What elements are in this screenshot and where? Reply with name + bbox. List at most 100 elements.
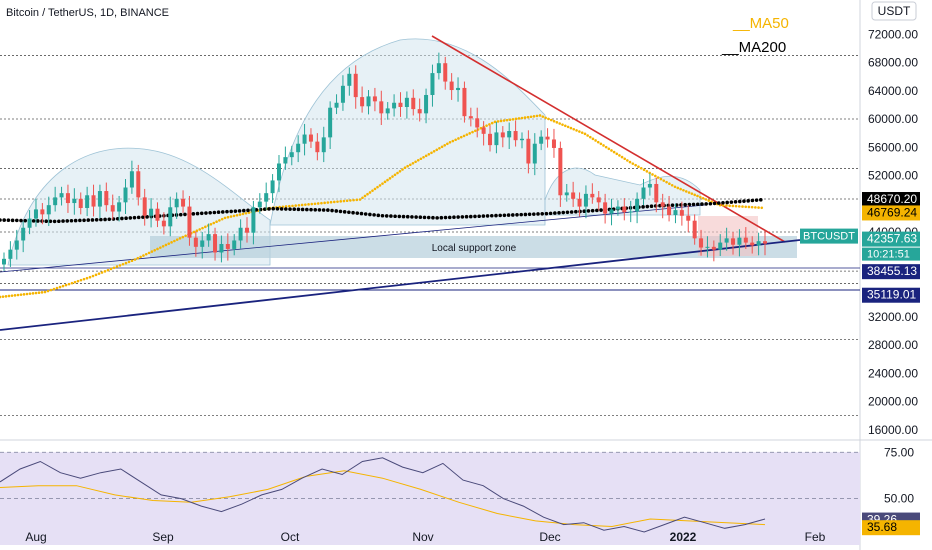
ma50-dot-176: [508, 118, 512, 122]
ma50-dot-37: [109, 267, 113, 271]
ma200-dot-95: [397, 214, 402, 219]
candle-116: [743, 237, 748, 243]
ma50-dot-105: [310, 202, 314, 206]
candle-19: [123, 187, 128, 203]
rsi-ma-line: [0, 470, 766, 528]
rsi-value-bg-1: [862, 520, 920, 536]
ma200-dot-119: [498, 213, 502, 218]
ma200-dot-96: [401, 214, 406, 219]
ma50-dot-6: [16, 293, 20, 297]
ma200-dot-180: [754, 198, 759, 202]
ma50-dot-244: [699, 195, 702, 199]
candle-5: [33, 209, 38, 219]
ma50-dot-46: [136, 256, 140, 260]
ma50-dot-19: [55, 286, 59, 290]
ma50-dot-114: [339, 200, 343, 203]
ma50-dot-218: [626, 159, 629, 162]
ma50-dot-140: [408, 163, 412, 167]
candle-70: [449, 81, 454, 91]
ma200-dot-131: [548, 211, 553, 216]
ma50-dot-117: [349, 199, 352, 202]
ma50-dot-40: [118, 264, 122, 267]
ma50-dot-66: [192, 230, 196, 234]
ma50-dot-102: [300, 203, 304, 207]
ma200-dot-91: [380, 213, 385, 218]
ma50-dot-252: [721, 204, 725, 207]
ma50-dot-193: [558, 122, 561, 125]
x-label-5: 2022: [670, 530, 697, 544]
candle-96: [615, 206, 620, 210]
ma200-dot-29: [120, 216, 124, 221]
ma50-dot-15: [43, 290, 47, 294]
ma50-dot-174: [502, 119, 506, 122]
ma50-dot-27: [79, 278, 83, 282]
ma50-dot-21: [61, 284, 65, 288]
ma50-dot-58: [170, 241, 173, 244]
ma200-dot-79: [330, 208, 334, 213]
ma50-dot-188: [544, 116, 547, 120]
ma50-dot-208: [599, 142, 603, 146]
ma50-dot-256: [734, 204, 738, 208]
ma200-dot-129: [540, 212, 545, 216]
ma200-dot-65: [271, 206, 276, 211]
ma200-dot-58: [241, 208, 246, 213]
candle-31: [200, 240, 205, 247]
ma200-dot-46: [191, 212, 196, 216]
ma50-dot-44: [130, 259, 134, 263]
candle-55: [353, 73, 358, 98]
ma200-dot-103: [431, 215, 435, 220]
ma50-dot-217: [623, 157, 627, 161]
ma200-dot-1: [2, 218, 7, 222]
currency-badge[interactable]: USDT: [878, 4, 911, 18]
ma50-dot-240: [687, 191, 691, 194]
ma50-dot-233: [668, 182, 671, 186]
candle-12: [78, 198, 83, 208]
candle-88: [564, 192, 569, 196]
ma50-dot-132: [388, 177, 392, 180]
candle-61: [392, 102, 397, 109]
ma50-dot-109: [323, 201, 326, 205]
y-tick-0: 72000.00: [868, 27, 918, 41]
ma50-dot-18: [52, 287, 56, 291]
ma50-dot-229: [656, 176, 660, 179]
ma50-dot-144: [419, 157, 423, 161]
candle-98: [628, 211, 633, 213]
ma50-dot-260: [747, 205, 751, 209]
ma50-dot-216: [620, 155, 624, 159]
currency-badge-box[interactable]: [871, 1, 917, 21]
candle-30: [193, 237, 198, 247]
ma200-dot-24: [99, 217, 103, 222]
ma50-dot-83: [241, 212, 245, 216]
ma200-dot-15: [61, 219, 65, 223]
candle-72: [462, 87, 467, 117]
ma200-dot-138: [578, 209, 582, 214]
ma50-dot-222: [637, 165, 640, 169]
ma50-dot-187: [541, 115, 545, 118]
ma50-dot-194: [561, 123, 564, 126]
rsi-tick-1: 50.00: [884, 492, 914, 506]
ma200-dot-44: [183, 212, 187, 217]
candle-3: [21, 227, 26, 241]
price-label-6: 35119.01: [867, 288, 916, 302]
ma200-dot-101: [422, 215, 427, 220]
ma50-dot-38: [112, 266, 116, 270]
ma50-dot-42: [124, 261, 128, 265]
ma50-dot-158: [457, 137, 460, 140]
ma50-dot-131: [386, 178, 389, 182]
ma200-dot-153: [641, 205, 645, 209]
ma50-dot-173: [499, 119, 503, 123]
ma50-dot-246: [704, 198, 708, 201]
ma200-dot-81: [338, 209, 343, 214]
legend-ma50: __MA50: [732, 15, 789, 32]
ma50-dot-261: [750, 205, 754, 209]
candle-95: [609, 209, 614, 214]
candle-60: [385, 108, 390, 114]
ma200-dot-20: [82, 218, 86, 223]
candle-18: [117, 202, 122, 212]
upper-channel-line: [0, 204, 706, 273]
ma200-dot-26: [107, 217, 112, 222]
ma50-dot-115: [342, 199, 346, 203]
candle-32: [206, 234, 211, 241]
ma50-dot-36: [106, 268, 110, 272]
